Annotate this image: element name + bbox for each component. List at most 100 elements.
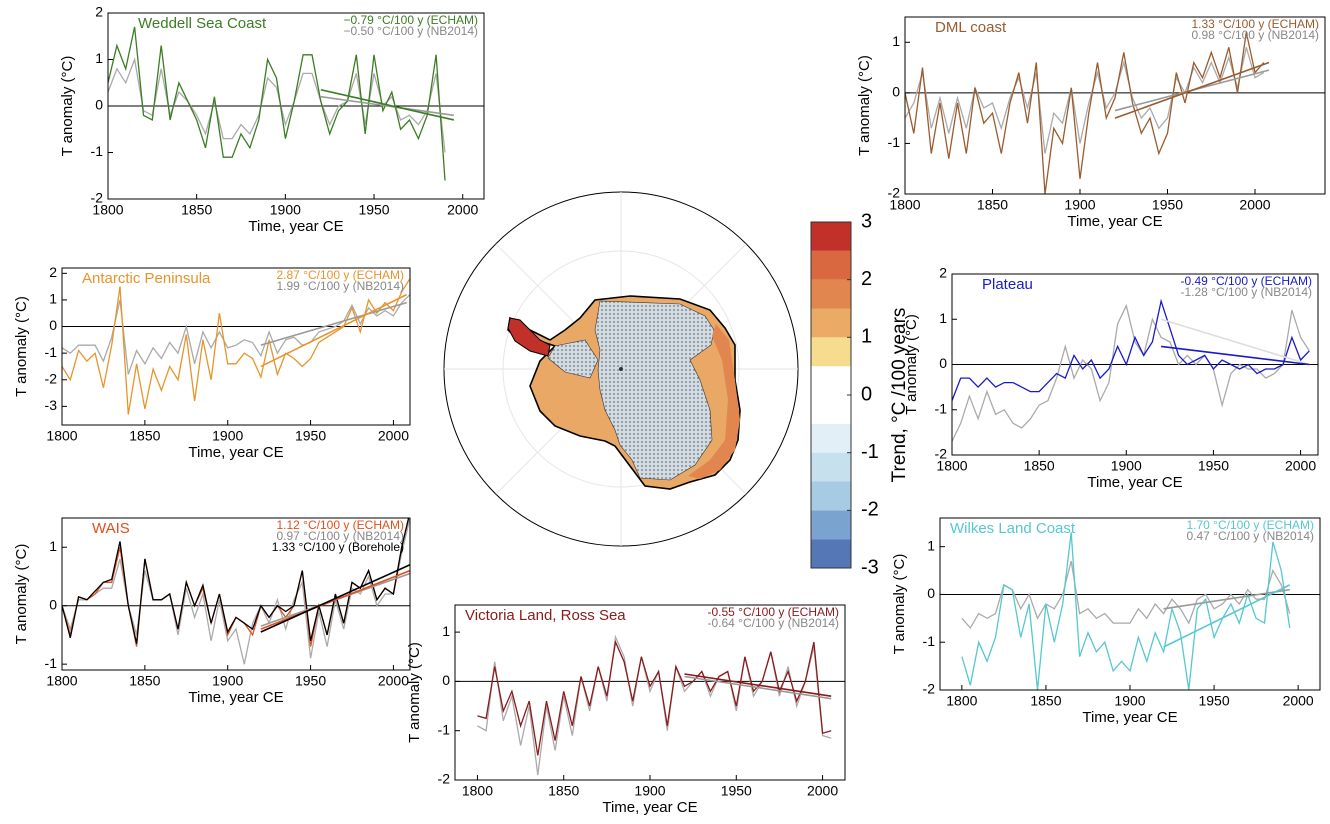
south-pole <box>619 367 623 371</box>
x-tick-label: 1950 <box>1198 458 1229 474</box>
x-tick-label: 1950 <box>358 202 389 218</box>
x-tick-label: 1800 <box>92 202 123 218</box>
colorbar-band <box>811 452 851 482</box>
plot-frame <box>939 517 1321 691</box>
x-tick-label: 1850 <box>1024 458 1055 474</box>
trend-annotation: 1.70 °C/100 y (ECHAM) <box>1186 518 1314 532</box>
line-chart: -1 0 1 1800 1850 1900 1950 2000 WAIS 1.12 °C/100 … <box>13 517 411 706</box>
trend-line <box>320 95 454 117</box>
line-chart: -3 -2 -1 0 1 2 1800 1850 1900 1950 2000 Antarctic P… <box>13 264 411 461</box>
series-line <box>62 294 410 375</box>
plot-lines <box>905 32 1270 194</box>
x-axis-label: Time, year CE <box>1087 474 1182 491</box>
trend-line <box>1114 61 1270 119</box>
plot-lines <box>108 26 455 181</box>
trend-annotation: 0.97 °C/100 y (NB2014) <box>276 529 404 543</box>
plot-frame <box>454 604 846 781</box>
x-axis-label: Time, year CE <box>188 444 283 461</box>
colorbar-tick-label: 0 <box>861 383 872 405</box>
trend-line <box>320 88 455 121</box>
y-tick-label: -3 <box>45 397 58 413</box>
series-line <box>905 32 1265 194</box>
trend-line <box>260 301 407 346</box>
x-tick-label: 1850 <box>181 202 212 218</box>
line-chart: -2 -1 0 1 2 1800 1850 1900 1950 2000 Plateau -0.49 … <box>903 265 1319 491</box>
y-tick-label: 1 <box>49 538 57 554</box>
polar-map <box>443 191 799 547</box>
y-tick-label: 0 <box>49 596 57 612</box>
line-chart: -2 -1 0 1 1800 1850 1900 1950 2000 DML coast 1.33 … <box>856 16 1326 230</box>
plot-frame <box>61 267 411 426</box>
x-tick-label: 1950 <box>295 673 326 689</box>
x-axis-label: Time, year CE <box>248 218 343 235</box>
trend-annotation: -0.49 °C/100 y (ECHAM) <box>1180 274 1312 288</box>
series-line <box>905 47 1265 154</box>
x-tick-label: 1900 <box>212 428 243 444</box>
trend-annotation: 1.12 °C/100 y (ECHAM) <box>276 518 404 532</box>
x-tick-label: 1900 <box>1111 458 1142 474</box>
colorbar: -3 -2 -1 0 1 2 3 Trend, °C /100 years <box>810 210 910 578</box>
plot-frame <box>61 517 411 671</box>
x-tick-label: 1850 <box>548 783 579 799</box>
trend-line <box>260 564 410 633</box>
y-tick-label: -2 <box>91 190 104 206</box>
panel-title: Weddell Sea Coast <box>138 15 267 32</box>
trend-annotation: −0.50 °C/100 y (NB2014) <box>343 24 478 38</box>
x-tick-label: 1950 <box>295 428 326 444</box>
y-tick-label: -1 <box>888 134 901 150</box>
y-tick-label: -1 <box>935 400 948 416</box>
colorbar-band <box>811 308 851 338</box>
panel-title: Victoria Land, Ross Sea <box>465 607 626 624</box>
series-line <box>62 518 410 665</box>
y-axis-label: T anomaly (°C) <box>856 55 873 156</box>
colorbar-band <box>811 222 851 251</box>
x-tick-label: 1800 <box>462 783 493 799</box>
line-chart: -2 -1 0 1 2 1800 1850 1900 1950 2000 Weddell Sea C… <box>59 4 485 235</box>
trend-annotation: 0.98 °C/100 y (NB2014) <box>1191 28 1319 42</box>
trend-line <box>684 675 832 700</box>
x-tick-label: 2000 <box>807 783 838 799</box>
x-tick-label: 1950 <box>1152 197 1183 213</box>
y-tick-label: 0 <box>927 585 935 601</box>
y-tick-label: 1 <box>95 50 103 66</box>
plot-frame <box>951 273 1319 456</box>
colorbar-band <box>811 510 851 540</box>
y-tick-label: -1 <box>438 721 451 737</box>
east-coast <box>688 324 740 479</box>
x-tick-label: 1800 <box>946 693 977 709</box>
series-line <box>961 532 1291 690</box>
colorbar-band <box>811 539 851 568</box>
plot-lines <box>62 518 410 665</box>
x-tick-label: 1850 <box>129 673 160 689</box>
y-tick-label: 0 <box>892 84 900 100</box>
trend-annotation: -0.64 °C/100 y (NB2014) <box>707 616 839 630</box>
y-axis-label: T anomaly (°C) <box>891 554 908 655</box>
series-line <box>961 560 1291 630</box>
line-chart: -2 -1 0 1 1800 1850 1900 1950 2000 Victoria Land,… <box>406 604 846 816</box>
trend-line <box>260 569 410 630</box>
series-line <box>477 639 832 756</box>
y-tick-label: 2 <box>49 264 57 280</box>
x-tick-label: 1900 <box>1064 197 1095 213</box>
y-axis-label: T anomaly (°C) <box>903 314 920 415</box>
trend-line <box>260 293 408 368</box>
y-tick-label: 0 <box>939 355 947 371</box>
colorbar-band <box>811 279 851 309</box>
colorbar-tick-label: -2 <box>861 499 879 521</box>
panel-title: DML coast <box>935 19 1007 36</box>
colorbar-band <box>811 366 851 395</box>
y-tick-label: -2 <box>888 185 901 201</box>
panel-title: Wilkes Land Coast <box>950 520 1076 537</box>
trend-line <box>684 673 832 697</box>
panel-title: WAIS <box>92 520 130 537</box>
x-tick-label: 1900 <box>634 783 665 799</box>
trend-annotation: 1.33 °C/100 y (Borehole) <box>272 540 404 554</box>
x-axis-label: Time, year CE <box>188 689 283 706</box>
y-tick-label: -2 <box>935 446 948 462</box>
y-tick-label: 2 <box>95 4 103 20</box>
x-tick-label: 2000 <box>1285 458 1316 474</box>
y-tick-label: -1 <box>45 344 58 360</box>
x-tick-label: 2000 <box>1283 693 1314 709</box>
y-axis-label: T anomaly (°C) <box>406 642 423 743</box>
